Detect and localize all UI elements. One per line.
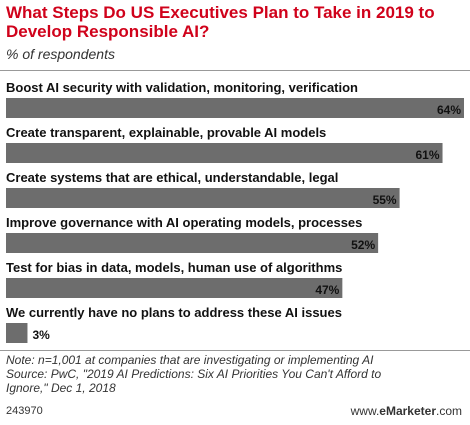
category-label: Improve governance with AI operating mod… — [6, 215, 362, 230]
bar — [6, 323, 28, 343]
top-divider — [0, 70, 470, 71]
value-label: 3% — [32, 328, 50, 342]
chart-subtitle: % of respondents — [6, 46, 115, 62]
bar — [6, 143, 443, 163]
brand-suffix: .com — [435, 404, 462, 418]
brand-logo: www.eMarketer.com — [351, 404, 462, 418]
chart-id: 243970 — [6, 405, 43, 417]
value-label: 55% — [373, 193, 397, 207]
category-label: Create systems that are ethical, underst… — [6, 170, 338, 185]
bar-chart: Boost AI security with validation, monit… — [6, 80, 464, 343]
category-label: We currently have no plans to address th… — [6, 305, 342, 320]
category-label: Boost AI security with validation, monit… — [6, 80, 358, 95]
brand-name: eMarketer — [379, 404, 436, 418]
value-label: 61% — [416, 148, 440, 162]
bar — [6, 98, 464, 118]
bottom-divider — [0, 350, 470, 351]
brand-prefix: www. — [350, 404, 380, 418]
value-label: 47% — [315, 283, 339, 297]
bar — [6, 278, 343, 298]
category-label: Create transparent, explainable, provabl… — [6, 125, 326, 140]
chart-note: Note: n=1,001 at companies that are inve… — [6, 353, 464, 395]
note-line-2: Source: PwC, "2019 AI Predictions: Six A… — [6, 367, 382, 381]
value-label: 64% — [437, 103, 461, 117]
note-line-3: Ignore," Dec 1, 2018 — [6, 381, 116, 395]
note-line-1: Note: n=1,001 at companies that are inve… — [6, 353, 374, 367]
value-label: 52% — [351, 238, 375, 252]
bar — [6, 188, 400, 208]
category-label: Test for bias in data, models, human use… — [6, 260, 342, 275]
chart-title: What Steps Do US Executives Plan to Take… — [6, 3, 435, 41]
bar — [6, 233, 379, 253]
